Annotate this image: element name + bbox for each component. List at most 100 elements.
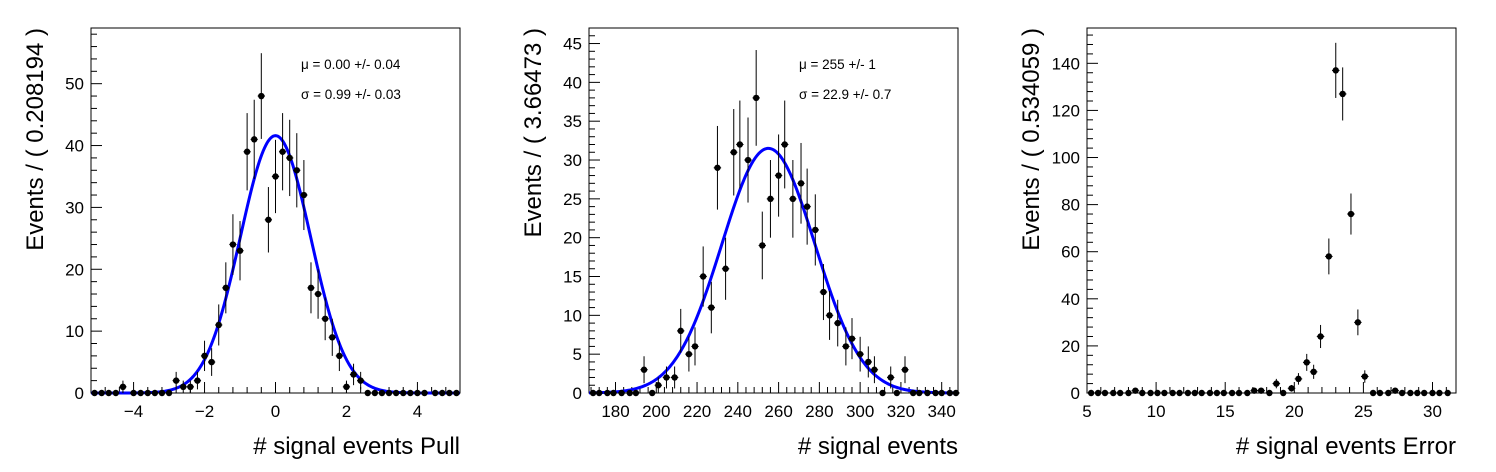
data-marker	[767, 195, 774, 203]
data-marker	[1169, 389, 1176, 397]
data-point	[1287, 384, 1296, 392]
data-marker	[820, 288, 827, 296]
data-point	[938, 389, 946, 397]
data-point	[399, 389, 407, 397]
data-marker	[329, 334, 336, 341]
data-point	[842, 327, 850, 366]
data-marker	[300, 191, 308, 199]
data-point	[811, 194, 819, 266]
data-point	[803, 168, 811, 245]
data-point	[1309, 364, 1318, 379]
data-point	[654, 377, 663, 393]
data-point	[774, 134, 783, 217]
data-marker	[112, 389, 120, 397]
data-marker	[1369, 389, 1377, 397]
data-point	[1087, 389, 1095, 397]
data-marker	[781, 141, 788, 148]
data-marker	[736, 141, 744, 148]
x-tick-label: 0	[271, 402, 280, 421]
data-point	[1331, 42, 1340, 98]
data-marker	[144, 389, 151, 397]
data-point	[378, 389, 386, 397]
data-marker	[1101, 389, 1109, 397]
data-marker	[1280, 389, 1287, 397]
data-point	[752, 50, 760, 146]
data-point	[766, 160, 775, 238]
data-marker	[842, 343, 850, 350]
x-tick-label: 30	[1423, 402, 1442, 421]
data-point	[1354, 309, 1362, 336]
data-marker	[151, 389, 159, 397]
data-point	[1265, 389, 1274, 397]
data-point	[342, 380, 351, 393]
data-marker	[293, 167, 300, 174]
data-point	[1369, 389, 1377, 397]
data-point	[151, 389, 159, 397]
data-point	[609, 389, 618, 397]
data-point	[236, 221, 244, 281]
data-point	[595, 389, 603, 397]
data-marker	[350, 371, 357, 378]
data-marker	[699, 273, 707, 280]
data-point	[300, 160, 308, 231]
data-point	[1257, 387, 1265, 394]
data-marker	[180, 383, 187, 391]
data-marker	[1191, 389, 1198, 397]
data-point	[1391, 387, 1399, 394]
data-point	[1184, 389, 1192, 397]
data-point	[878, 389, 887, 397]
data-point	[208, 348, 216, 376]
data-marker	[1139, 389, 1146, 397]
data-point	[1413, 389, 1422, 397]
data-marker	[1244, 389, 1251, 397]
data-point	[713, 125, 722, 210]
data-marker	[258, 92, 265, 100]
data-point	[1420, 389, 1428, 397]
data-point	[640, 356, 648, 384]
data-marker	[677, 327, 684, 335]
y-tick-label: 40	[1061, 290, 1080, 309]
data-point	[1191, 389, 1199, 397]
fit-parameter-label: μ = 0.00 +/- 0.04	[301, 57, 401, 72]
data-marker	[671, 374, 678, 381]
data-marker	[91, 389, 98, 397]
data-point	[137, 389, 145, 397]
y-tick-label: 0	[75, 384, 84, 403]
fit-parameter-label: σ = 22.9 +/- 0.7	[799, 87, 891, 102]
data-marker	[1303, 359, 1310, 366]
y-tick-label: 30	[65, 198, 84, 217]
data-marker	[1213, 389, 1221, 397]
data-point	[901, 356, 909, 384]
x-tick-label: 220	[683, 402, 711, 421]
data-point	[758, 211, 766, 280]
data-marker	[286, 154, 293, 162]
data-point	[165, 389, 173, 397]
data-marker	[1317, 333, 1324, 340]
data-point	[243, 113, 251, 191]
y-tick-label: 35	[563, 112, 582, 131]
y-axis-title: Events / ( 0.208194 )	[22, 28, 49, 251]
data-marker	[130, 389, 137, 397]
data-marker	[453, 389, 460, 397]
data-marker	[1116, 389, 1124, 397]
data-marker	[946, 389, 954, 397]
y-tick-label: 50	[65, 75, 84, 94]
x-tick-label: 10	[1147, 402, 1166, 421]
data-marker	[194, 377, 201, 384]
data-point	[321, 297, 329, 341]
plot-frame	[588, 27, 959, 394]
data-marker	[1391, 387, 1399, 394]
data-marker	[691, 343, 699, 350]
data-marker	[1398, 389, 1406, 397]
data-point	[1153, 389, 1162, 397]
data-marker	[1295, 375, 1302, 383]
data-marker	[797, 180, 805, 187]
signal-events-error-histogram-panel: 5 10 15 20 25 30 0 20 40 60 80 100 120 140 # signal ev…	[1018, 27, 1457, 460]
data-marker	[775, 172, 782, 179]
data-point	[172, 371, 180, 390]
data-marker	[1235, 389, 1243, 397]
data-point	[744, 117, 752, 203]
data-point	[1168, 389, 1177, 397]
y-tick-label: 45	[563, 35, 582, 54]
